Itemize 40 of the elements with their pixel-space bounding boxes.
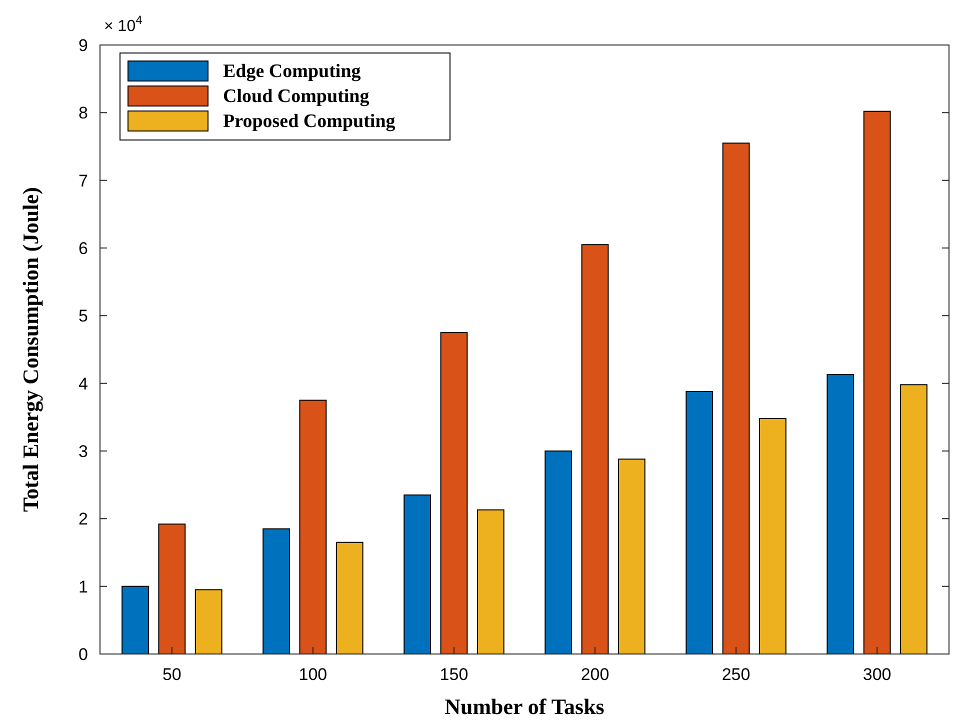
bar bbox=[336, 542, 364, 654]
bar bbox=[440, 332, 468, 654]
bar bbox=[194, 589, 222, 654]
bar bbox=[158, 524, 186, 654]
legend-label: Edge Computing bbox=[223, 61, 362, 82]
x-tick-label: 200 bbox=[580, 665, 610, 684]
legend-label: Proposed Computing bbox=[223, 111, 396, 132]
x-axis-title: Number of Tasks bbox=[444, 694, 605, 719]
bar bbox=[581, 244, 609, 654]
bar bbox=[618, 458, 646, 654]
y-tick-label: 1 bbox=[78, 577, 88, 596]
y-tick-label: 9 bbox=[78, 36, 88, 55]
y-tick-label: 4 bbox=[78, 374, 88, 394]
y-axis-title: Total Energy Consumption (Joule) bbox=[18, 187, 43, 512]
bar bbox=[299, 400, 327, 654]
bar bbox=[759, 418, 786, 654]
y-tick-label: 6 bbox=[78, 238, 88, 258]
bar bbox=[686, 390, 714, 654]
bar bbox=[404, 494, 432, 654]
y-tick-label: 3 bbox=[78, 442, 88, 461]
legend-label: Cloud Computing bbox=[223, 86, 370, 107]
bar bbox=[122, 586, 149, 654]
y-tick-label: 8 bbox=[78, 104, 88, 123]
bar bbox=[544, 450, 572, 654]
bar bbox=[262, 528, 290, 654]
x-tick-label: 100 bbox=[298, 665, 328, 684]
x-tick-label: 250 bbox=[722, 665, 750, 684]
x-tick-label: 150 bbox=[440, 665, 468, 684]
x-tick-label: 50 bbox=[162, 665, 182, 684]
bar bbox=[476, 509, 504, 654]
y-tick-label: 5 bbox=[78, 306, 88, 326]
text: × 10$^{4}$ bbox=[104, 13, 143, 35]
y-tick-label: 0 bbox=[78, 644, 88, 664]
bar bbox=[722, 142, 750, 654]
y-tick-label: 2 bbox=[78, 510, 88, 529]
bar bbox=[900, 384, 928, 654]
bar bbox=[826, 374, 854, 654]
y-tick-label: 7 bbox=[78, 171, 88, 190]
bar bbox=[863, 110, 891, 654]
x-tick-label: 300 bbox=[862, 665, 892, 684]
